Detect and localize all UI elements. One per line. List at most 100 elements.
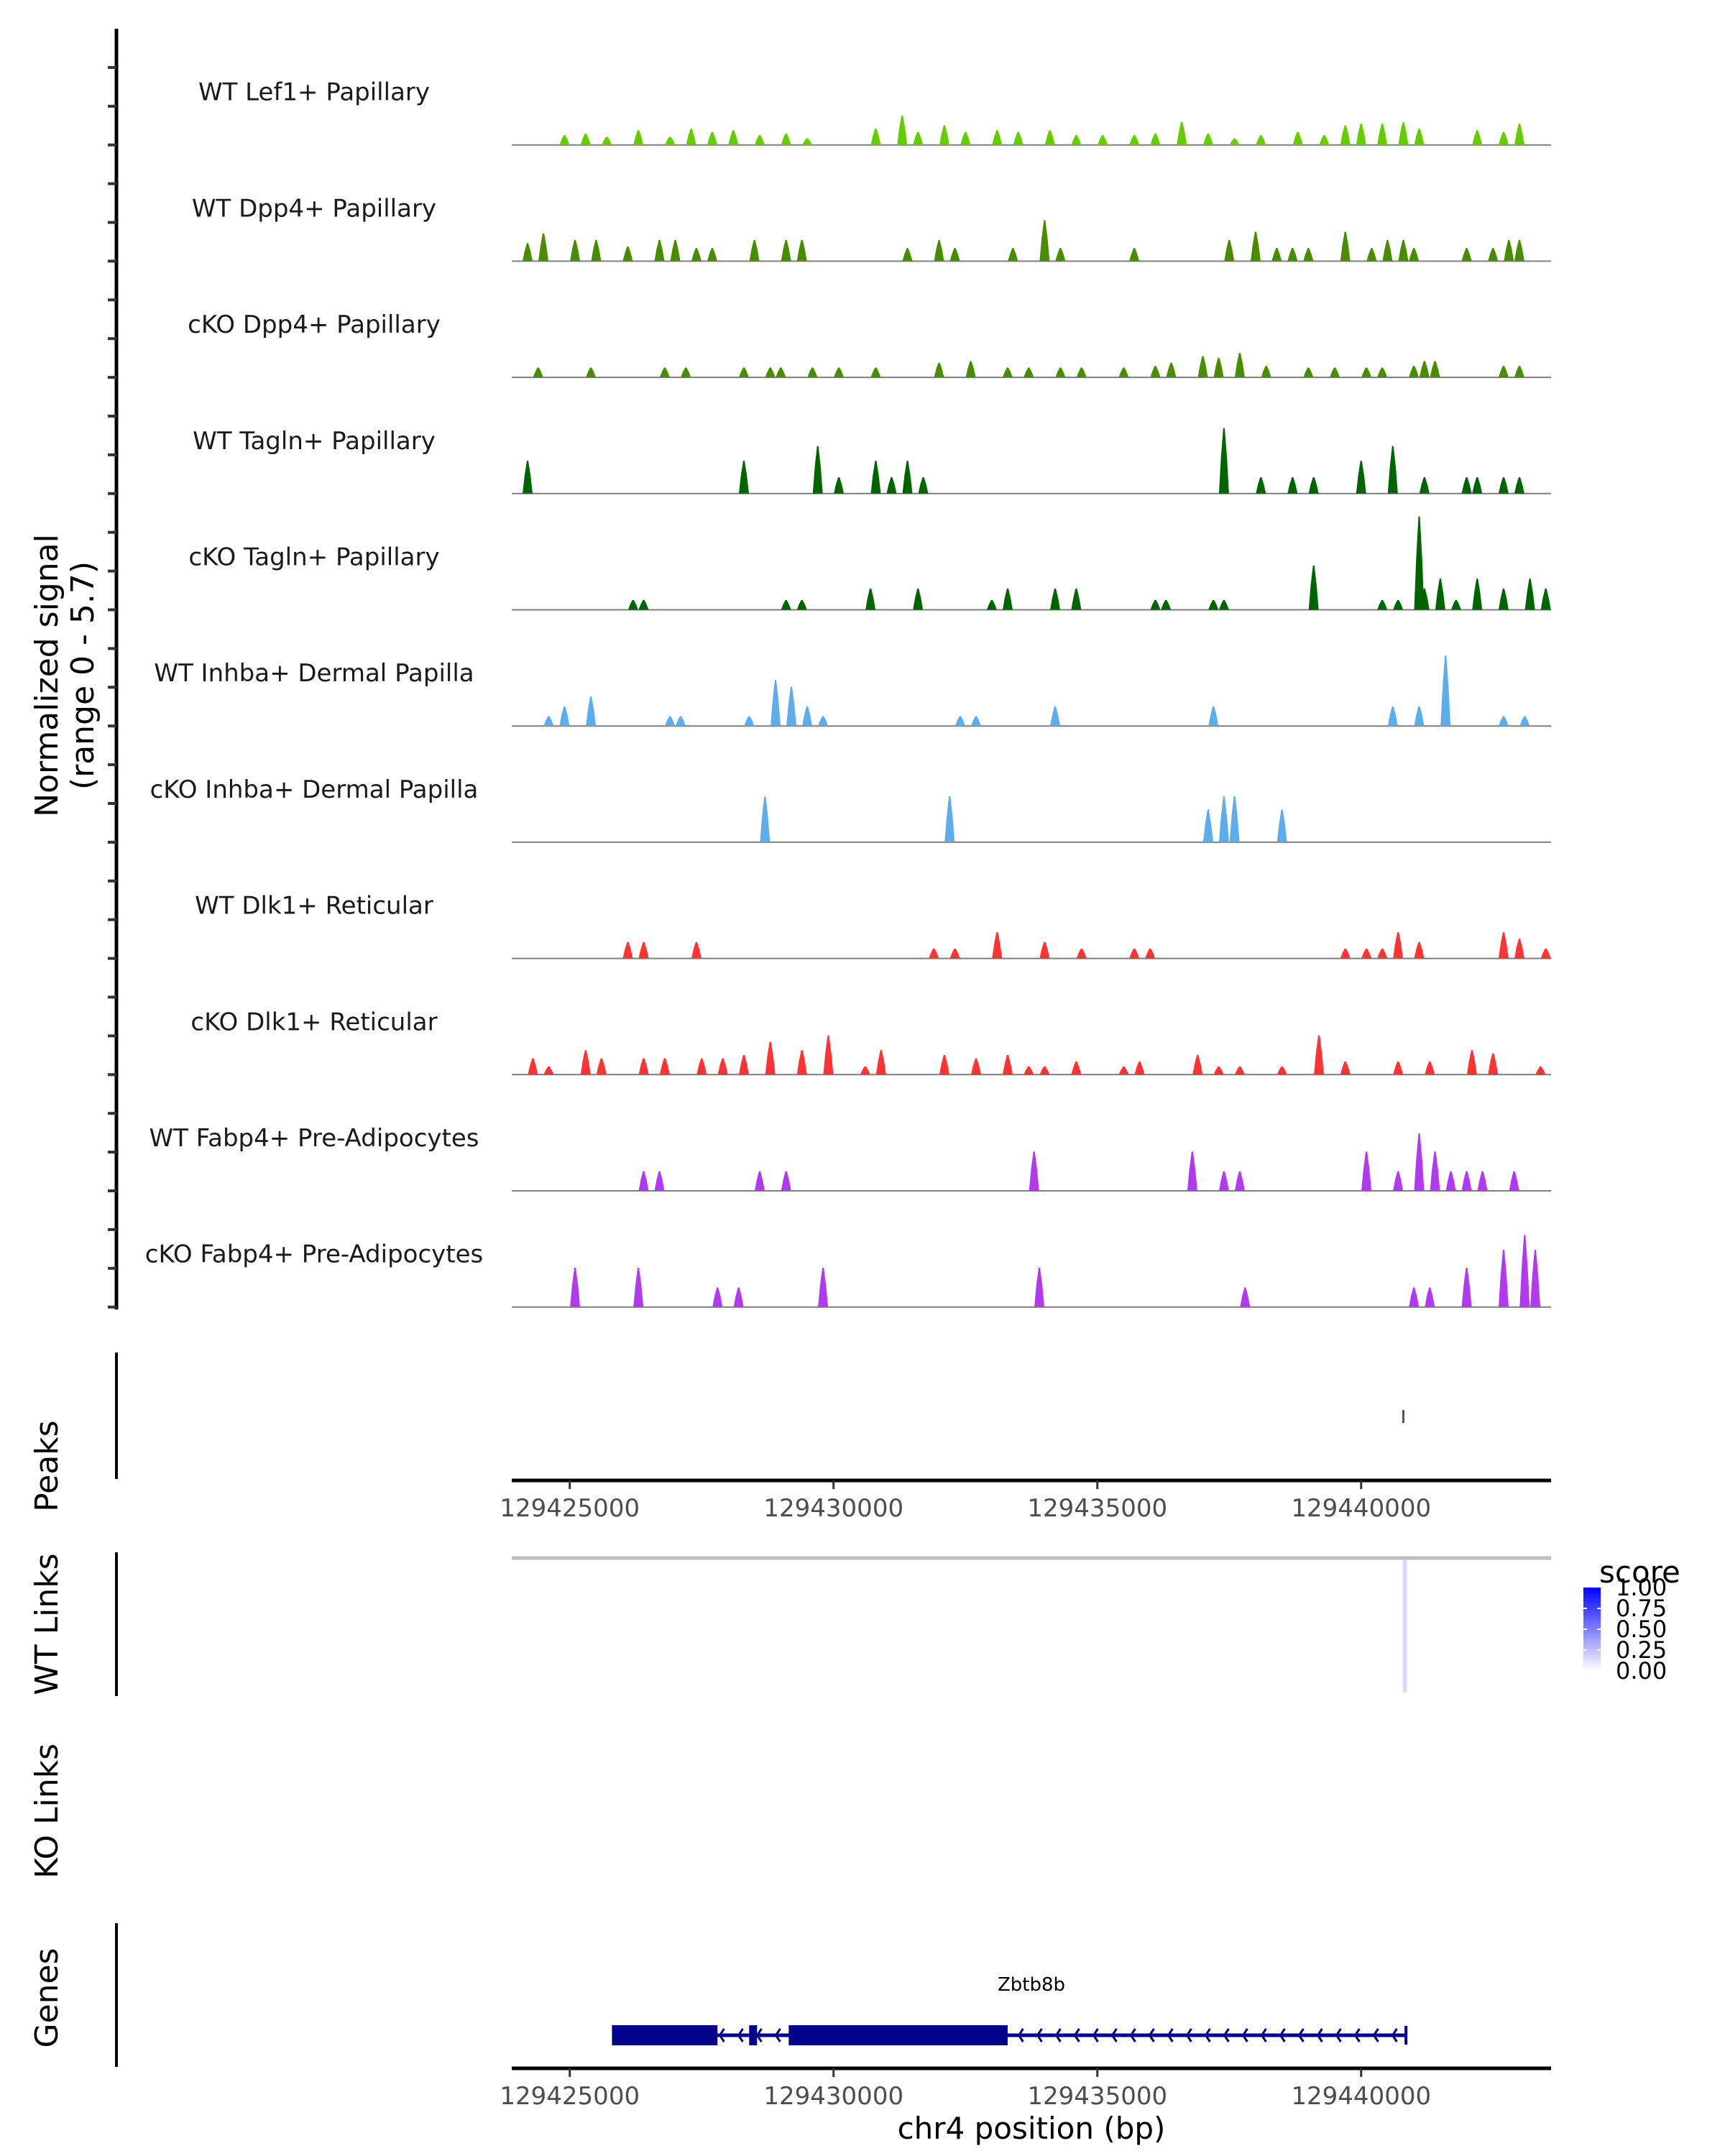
coverage-peak bbox=[1472, 579, 1483, 610]
coverage-tracks: WT Lef1+ Papillary WT Dpp4+ Papillary cKO … bbox=[145, 78, 1551, 1308]
coverage-peak bbox=[1039, 220, 1050, 262]
coverage-peak bbox=[696, 1058, 707, 1075]
coverage-peak bbox=[1409, 366, 1420, 378]
coverage-peak bbox=[823, 1035, 834, 1075]
coverage-peak bbox=[559, 135, 570, 145]
strand-arrow-icon bbox=[1036, 2028, 1043, 2042]
genes-track-label: Genes bbox=[29, 1948, 65, 2047]
coverage-peak bbox=[1002, 588, 1013, 610]
coverage-peak bbox=[1276, 809, 1287, 842]
coverage-peak bbox=[686, 128, 696, 145]
coverage-peak bbox=[654, 1171, 665, 1191]
x-tick-label: 129435000 bbox=[1027, 1494, 1167, 1523]
x-tick-label: 129440000 bbox=[1291, 1494, 1431, 1523]
coverage-peak bbox=[807, 367, 818, 378]
coverage-peak bbox=[1498, 366, 1509, 378]
coverage-peak bbox=[1414, 706, 1425, 727]
coverage-peak bbox=[1450, 599, 1461, 610]
coverage-peak bbox=[728, 130, 739, 145]
coverage-track: cKO Dpp4+ Papillary bbox=[188, 310, 1551, 379]
coverage-peak bbox=[1361, 367, 1372, 378]
coverage-peak bbox=[1145, 948, 1156, 959]
coverage-peak bbox=[1308, 565, 1319, 610]
coverage-peak bbox=[796, 239, 807, 262]
coverage-peak bbox=[665, 716, 676, 727]
y-axis-title: Normalized signal (range 0 - 5.7) bbox=[29, 534, 101, 817]
coverage-peak bbox=[1356, 124, 1366, 145]
coverage-peak bbox=[1414, 941, 1425, 959]
coverage-peak bbox=[754, 135, 765, 145]
coverage-peak bbox=[1039, 1066, 1050, 1075]
coverage-peak bbox=[1240, 1287, 1251, 1307]
coverage-peak bbox=[1498, 132, 1509, 145]
coverage-peak bbox=[1055, 367, 1066, 378]
gene-exon bbox=[788, 2025, 1008, 2045]
strand-arrow-icon bbox=[1391, 2028, 1398, 2042]
coverage-peak bbox=[1129, 135, 1140, 145]
x-tick-label: 129430000 bbox=[763, 1494, 903, 1523]
coverage-peak bbox=[860, 1066, 870, 1075]
coverage-peak bbox=[707, 248, 717, 262]
ko-links-track-label: KO Links bbox=[29, 1743, 65, 1879]
coverage-peak bbox=[659, 1058, 670, 1075]
coverage-peak bbox=[786, 686, 797, 727]
strand-arrow-icon bbox=[1167, 2028, 1174, 2042]
coverage-track: WT Inhba+ Dermal Papilla bbox=[154, 655, 1551, 727]
coverage-peak bbox=[1414, 128, 1425, 145]
coverage-peak bbox=[781, 1171, 791, 1191]
coverage-peak bbox=[1129, 948, 1140, 959]
coverage-peak bbox=[1050, 588, 1061, 610]
coverage-peak bbox=[1382, 239, 1393, 262]
coverage-peak bbox=[1076, 367, 1087, 378]
track-label: cKO Fabp4+ Pre-Adipocytes bbox=[145, 1240, 484, 1269]
coverage-peak bbox=[770, 680, 781, 727]
coverage-peak bbox=[1393, 1171, 1404, 1191]
coverage-peak bbox=[1008, 248, 1018, 262]
coverage-peak bbox=[1514, 939, 1524, 959]
coverage-peak bbox=[1192, 1054, 1203, 1075]
coverage-peak bbox=[1519, 1235, 1530, 1307]
coverage-peak bbox=[1166, 362, 1177, 378]
coverage-peak bbox=[1218, 599, 1229, 610]
legend-tick-label: 0.00 bbox=[1616, 1657, 1667, 1685]
coverage-peak bbox=[1213, 1066, 1224, 1075]
coverage-peak bbox=[934, 362, 944, 378]
coverage-peak bbox=[913, 588, 924, 610]
strand-arrow-icon bbox=[1353, 2028, 1361, 2042]
x-tick-label: 129440000 bbox=[1291, 2082, 1431, 2111]
coverage-peak bbox=[1250, 231, 1261, 262]
strand-arrow-icon bbox=[1241, 2028, 1248, 2042]
coverage-peak bbox=[1303, 248, 1314, 262]
coverage-peak bbox=[960, 132, 971, 145]
coverage-peak bbox=[992, 932, 1003, 959]
strand-arrow-icon bbox=[1054, 2028, 1062, 2042]
coverage-peak bbox=[1535, 1066, 1546, 1075]
coverage-peak bbox=[1524, 579, 1535, 610]
coverage-peak bbox=[1466, 1050, 1477, 1075]
gene-exon bbox=[749, 2025, 758, 2045]
coverage-peak bbox=[1256, 476, 1266, 494]
coverage-y-ticks bbox=[108, 65, 116, 1309]
coverage-peak bbox=[1098, 135, 1108, 145]
track-label: WT Fabp4+ Pre-Adipocytes bbox=[150, 1124, 479, 1153]
coverage-track: cKO Tagln+ Papillary bbox=[188, 516, 1551, 611]
coverage-peak bbox=[1425, 1287, 1435, 1307]
coverage-peak bbox=[538, 233, 549, 262]
coverage-peak bbox=[659, 367, 670, 378]
coverage-peak bbox=[949, 248, 960, 262]
coverage-peak bbox=[1414, 516, 1425, 610]
coverage-peak bbox=[749, 239, 760, 262]
coverage-peak bbox=[1071, 135, 1082, 145]
wt-links-track-label: WT Links bbox=[29, 1553, 65, 1695]
coverage-peak bbox=[1393, 599, 1404, 610]
coverage-peak bbox=[602, 137, 612, 145]
coverage-peak bbox=[1002, 1054, 1013, 1075]
coverage-peak bbox=[627, 599, 638, 610]
coverage-peak bbox=[586, 367, 597, 378]
coverage-peak bbox=[1498, 932, 1509, 959]
coverage-peak bbox=[1498, 588, 1509, 610]
coverage-peak bbox=[1234, 1066, 1245, 1075]
coverage-peak bbox=[559, 706, 570, 727]
coverage-peak bbox=[1377, 124, 1388, 145]
